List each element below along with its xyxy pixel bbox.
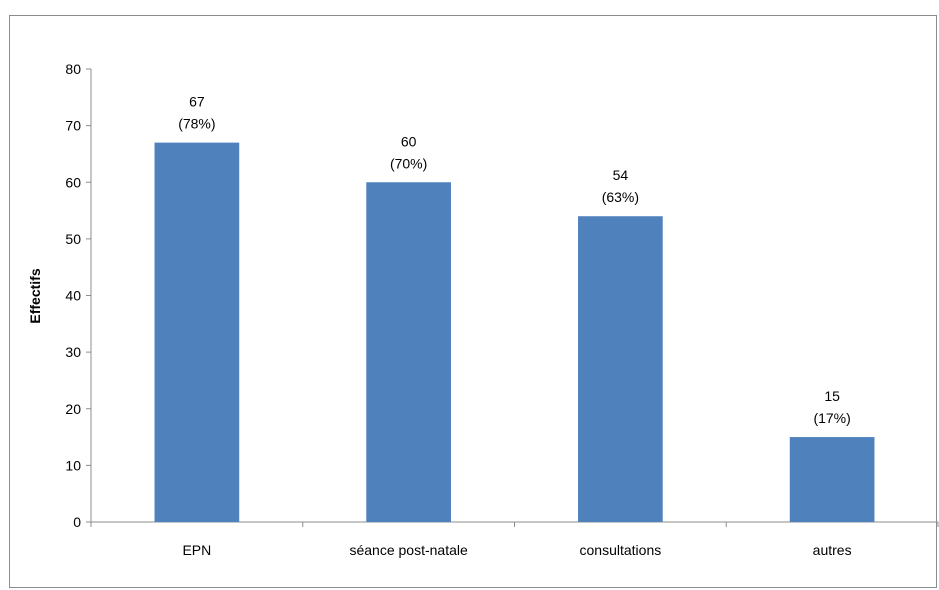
bar [578, 216, 663, 522]
bar [154, 142, 240, 523]
y-tick-label: 50 [65, 231, 81, 247]
data-label-percent: (63%) [602, 189, 639, 205]
y-axis-title: Effectifs [27, 268, 43, 323]
x-tick-label: consultations [580, 542, 662, 558]
y-axis: 0 10 20 30 40 50 60 70 80 [65, 61, 92, 530]
data-label-value: 54 [613, 167, 629, 183]
data-label-percent: (17%) [813, 410, 850, 426]
x-tick-label: séance post-natale [349, 542, 468, 558]
y-tick-label: 0 [73, 514, 81, 530]
x-tick-label: EPN [182, 542, 211, 558]
y-tick-label: 40 [65, 288, 81, 304]
bar [366, 182, 451, 522]
data-label-percent: (78%) [178, 116, 215, 132]
y-tick-label: 20 [65, 401, 81, 417]
y-tick-label: 10 [65, 457, 81, 473]
x-tick-label: autres [813, 542, 852, 558]
data-label-value: 15 [824, 388, 840, 404]
y-tick-label: 80 [65, 61, 81, 77]
y-tick-label: 60 [65, 174, 81, 190]
bar [789, 437, 875, 522]
y-tick-label: 30 [65, 344, 81, 360]
data-label-value: 60 [401, 133, 417, 149]
x-axis: EPN séance post-natale consultations autres [90, 521, 939, 558]
data-label-value: 67 [189, 94, 205, 110]
data-label-percent: (70%) [390, 155, 427, 171]
bars [154, 142, 875, 523]
y-tick-label: 70 [65, 118, 81, 134]
data-labels: 67 (78%) 60 (70%) 54 (63%) 15 (17%) [178, 94, 851, 426]
